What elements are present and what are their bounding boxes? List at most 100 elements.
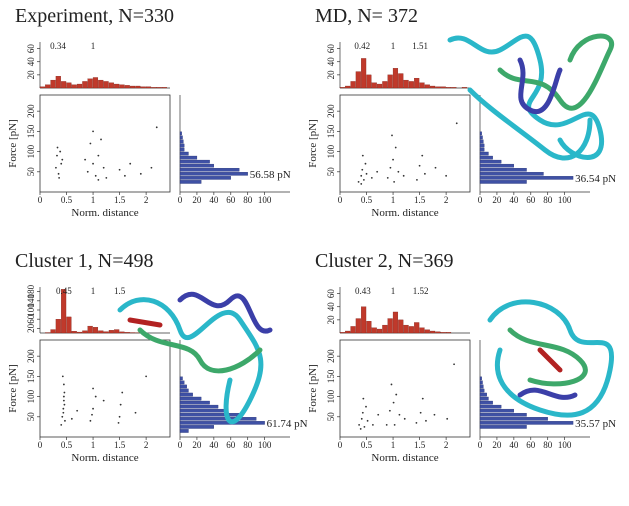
scatter-point <box>145 375 148 378</box>
histogram-bar <box>179 176 231 180</box>
scatter-point <box>453 363 455 366</box>
x-tick-label: 40 <box>209 440 219 450</box>
scatter-point <box>397 170 400 173</box>
histogram-bar <box>479 380 483 385</box>
scatter-point <box>421 397 424 400</box>
histogram-bar <box>479 143 485 148</box>
scatter-point <box>361 154 364 157</box>
histogram-bar <box>98 79 104 89</box>
x-tick-label: 1.5 <box>414 440 426 450</box>
scatter-point <box>86 170 89 173</box>
histogram-bar <box>479 163 514 168</box>
histogram-bar <box>382 81 388 89</box>
y-tick-label: 50 <box>26 167 36 177</box>
histogram-bar <box>366 74 372 89</box>
x-tick-label: 60 <box>526 440 536 450</box>
scatter-point <box>91 413 93 416</box>
scatter-point <box>421 154 424 157</box>
histogram-bar <box>135 85 141 89</box>
scatter-point <box>84 158 87 161</box>
x-tick-label: 100 <box>558 440 572 450</box>
histogram-bar <box>71 84 77 89</box>
histogram-bar <box>451 87 457 89</box>
x-axis-label: Norm. distance <box>71 207 138 219</box>
x-tick-label: 1 <box>91 195 96 205</box>
x-tick-label: 2 <box>444 195 449 205</box>
histogram-bar <box>355 71 361 89</box>
x-tick-label: 80 <box>543 440 553 450</box>
histogram-bar <box>179 396 202 401</box>
histogram-bar <box>39 86 45 89</box>
histogram-bar <box>382 324 388 334</box>
scatter-point <box>360 174 363 177</box>
scatter-point <box>361 411 364 414</box>
histogram-bar <box>419 82 425 89</box>
panel-title: Experiment, N=330 <box>15 5 174 27</box>
scatter-point <box>100 138 102 141</box>
plot-frame <box>339 339 471 438</box>
histogram-bar <box>350 81 356 89</box>
histogram-bar <box>392 68 399 89</box>
histogram-bar <box>479 172 544 176</box>
histogram-bar <box>424 329 430 334</box>
x-tick-label: 60 <box>526 195 536 205</box>
scatter-point <box>393 180 396 183</box>
scatter-point <box>92 387 94 390</box>
histogram-bar <box>414 322 420 334</box>
scatter-point <box>118 415 121 418</box>
scatter-point <box>89 419 92 422</box>
histogram-bar <box>179 147 185 152</box>
histogram-bar <box>151 87 157 89</box>
histogram-bar <box>179 384 187 389</box>
histogram-bar <box>479 176 574 180</box>
histogram-bar <box>435 86 441 89</box>
histogram-bar <box>345 85 351 89</box>
peak-annotation: 0.42 <box>354 41 370 51</box>
histogram-bar <box>403 79 409 89</box>
histogram-bar <box>339 87 345 89</box>
histogram-bar <box>479 151 489 156</box>
panel-title: Cluster 1, N=498 <box>15 250 154 272</box>
histogram-bar <box>479 180 527 184</box>
histogram-bar <box>479 139 484 144</box>
histogram-bar <box>55 319 61 334</box>
histogram-bar <box>179 143 185 148</box>
y-tick-label: 150 <box>326 369 336 383</box>
peak-annotation: 1 <box>91 41 96 51</box>
scatter-point <box>62 383 65 386</box>
y-tick-label: 200 <box>26 349 36 363</box>
scatter-point <box>70 417 73 420</box>
histogram-bar <box>87 78 93 89</box>
scatter-point <box>390 383 393 386</box>
scatter-point <box>92 162 94 165</box>
scatter-point <box>371 423 374 426</box>
scatter-point <box>415 421 418 424</box>
y-tick-label: 100 <box>26 389 36 403</box>
histogram-bar <box>350 326 356 334</box>
scatter-point <box>365 405 367 408</box>
x-tick-label: 20 <box>492 440 502 450</box>
x-tick-label: 80 <box>243 440 253 450</box>
x-tick-label: 0 <box>38 195 43 205</box>
histogram-bar <box>179 429 189 433</box>
scatter-point <box>62 395 65 398</box>
histogram-bar <box>130 85 136 89</box>
histogram-bar <box>345 330 351 334</box>
histogram-bar <box>435 331 441 334</box>
scatter-point <box>425 419 427 422</box>
scatter-point <box>76 409 79 412</box>
histogram-bar <box>371 82 377 89</box>
y-tick-label: 140 <box>26 294 36 308</box>
scatter-point <box>134 411 137 414</box>
scatter-point <box>359 428 362 430</box>
peak-annotation: 1 <box>91 286 96 296</box>
scatter-point <box>102 399 105 402</box>
peak-label: 35.57 pN <box>575 418 616 430</box>
histogram-bar <box>82 330 88 334</box>
histogram-bar <box>156 87 162 89</box>
x-tick-label: 60 <box>226 440 236 450</box>
x-tick-label: 2 <box>144 440 149 450</box>
y-tick-label: 100 <box>26 303 36 317</box>
scatter-point <box>89 142 92 145</box>
